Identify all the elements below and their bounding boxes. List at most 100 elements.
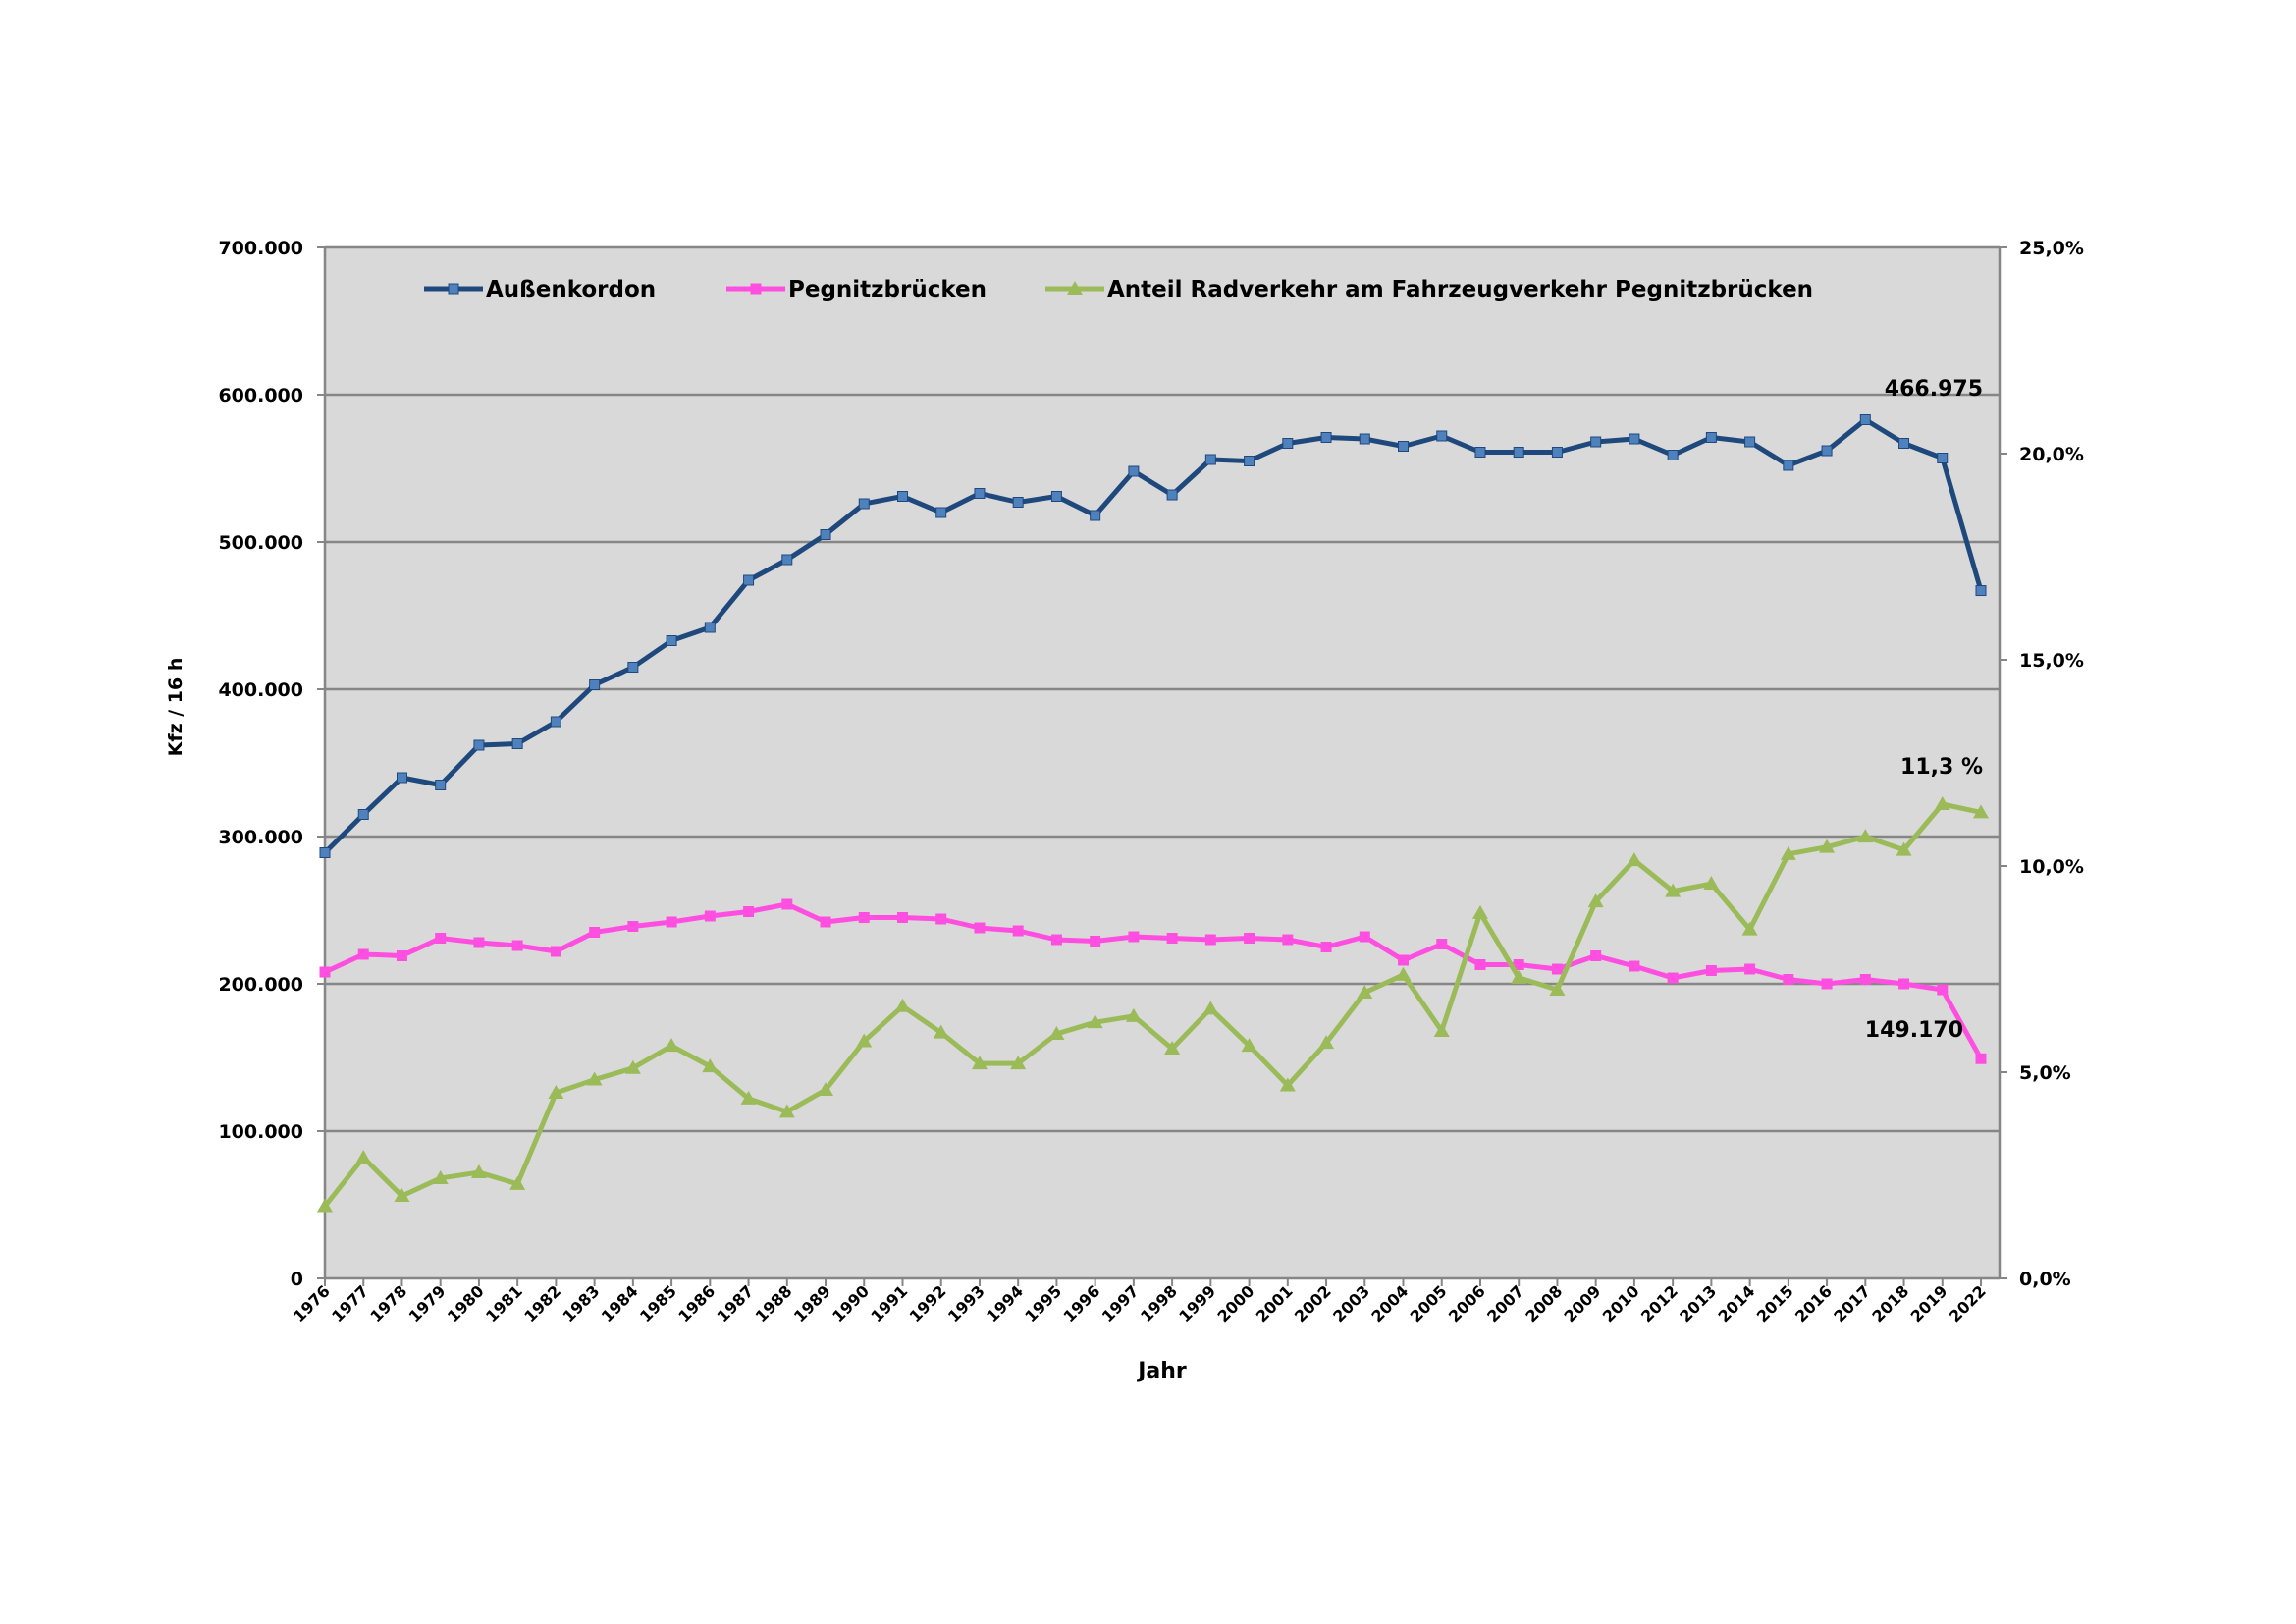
data-point [511,738,523,749]
data-point [1667,972,1679,984]
data-point [1282,438,1294,449]
data-point [473,739,485,751]
data-point [935,913,947,925]
x-axis-label: Jahr [1136,1359,1187,1383]
data-point [1471,904,1488,919]
data-point [1436,939,1448,949]
data-point [743,574,755,586]
data-point [1587,893,1604,908]
x-tick-label: 2019 [1907,1281,1951,1326]
data-point [1626,852,1642,867]
legend-marker [750,283,762,295]
x-tick-label: 2002 [1291,1281,1335,1326]
x-tick-label: 2006 [1445,1281,1489,1326]
data-point [355,1149,372,1164]
data-point [1050,491,1062,502]
data-point [319,847,331,858]
series-2 [317,796,1989,1213]
x-tick-label: 1980 [444,1281,488,1326]
data-point [1973,804,1989,819]
data-point [704,622,716,633]
data-point [820,529,831,540]
x-tick-label: 1986 [674,1281,719,1326]
x-tick-label: 2015 [1753,1281,1797,1326]
y-tick-label: 700.000 [218,238,303,259]
data-point [550,716,561,728]
data-point [1629,960,1640,972]
x-tick-label: 2007 [1483,1281,1527,1326]
data-point [1359,931,1370,943]
data-point [743,906,755,917]
data-point [1012,497,1024,508]
x-tick-label: 2000 [1213,1281,1257,1326]
data-point [1050,934,1062,946]
data-point [781,554,793,566]
data-point [1859,414,1871,425]
x-tick-label: 2014 [1715,1281,1759,1326]
data-point [1898,438,1910,449]
data-point [820,916,831,928]
x-tick-label: 2016 [1791,1281,1836,1326]
data-point [1244,456,1255,466]
data-point [627,662,639,673]
data-point [1166,489,1178,501]
series-line [323,417,1984,855]
data-point [319,966,331,978]
data-point [1744,436,1756,448]
data-point [1164,1041,1181,1056]
x-tick-label: 2009 [1561,1281,1605,1326]
y-axis-label: Kfz / 16 h [165,658,187,757]
data-point [1898,978,1910,990]
data-point [586,1071,603,1086]
legend-label: Außenkordon [486,277,656,302]
data-point [435,780,447,790]
y2-tick-label: 20,0% [2019,444,2084,465]
y-tick-label: 300.000 [218,827,303,848]
data-point [1166,933,1178,944]
x-tick-label: 1977 [328,1281,372,1326]
data-point [1128,931,1140,943]
y2-tick-label: 25,0% [2019,238,2084,259]
data-point [1975,585,1987,597]
data-point [1819,839,1836,853]
x-tick-label: 1998 [1137,1281,1181,1326]
data-point [357,948,369,960]
x-tick-label: 2010 [1599,1281,1643,1326]
data-point [624,1059,641,1074]
data-point [1744,963,1756,975]
data-point [1474,959,1486,970]
x-tick-label: 1995 [1021,1281,1065,1326]
data-point [1320,942,1332,952]
x-tick-label: 1983 [560,1281,604,1326]
data-point [1357,984,1373,999]
series-line [323,801,1982,1209]
data-point [1048,1025,1065,1040]
data-point [781,898,793,910]
data-point [1513,959,1524,970]
data-point [1125,1007,1142,1022]
data-point [1590,436,1602,448]
data-point [664,1038,680,1053]
y-tick-label: 200.000 [218,974,303,996]
data-point [1433,1023,1450,1037]
data-point [935,507,947,518]
y-tick-label: 600.000 [218,385,303,406]
data-point [666,916,677,928]
x-tick-label: 1994 [983,1281,1027,1326]
x-tick-label: 1987 [713,1281,757,1326]
y2-tick-label: 15,0% [2019,650,2084,672]
data-point [1780,845,1796,860]
x-tick-label: 1985 [636,1281,680,1326]
data-point [1398,441,1410,452]
data-point [974,488,986,499]
data-point [1204,454,1216,465]
data-point [589,927,601,938]
data-point [550,946,561,957]
data-point [1821,445,1833,457]
x-tick-label: 2004 [1367,1281,1412,1326]
y2-tick-label: 0,0% [2019,1269,2071,1290]
y-tick-label: 500.000 [218,532,303,554]
data-point [858,498,870,510]
data-point [1279,1077,1296,1092]
